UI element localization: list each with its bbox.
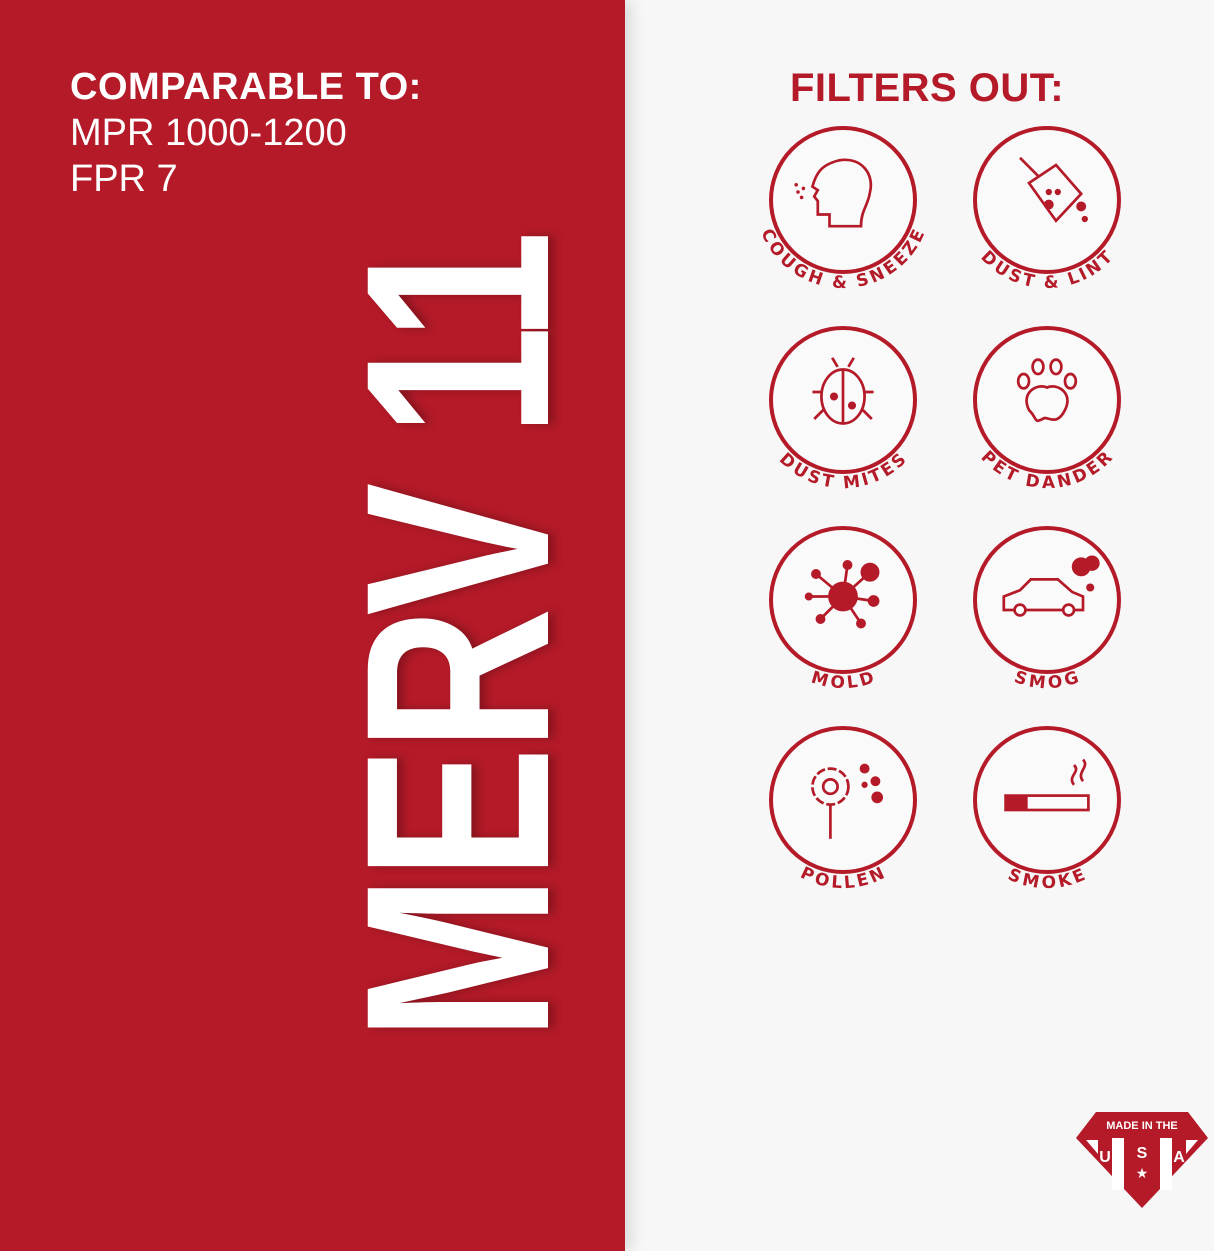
filter-item: MOLD [769,526,917,693]
mold-spore-icon [804,560,880,629]
bug-icon [812,357,874,425]
filter-item: DUST & LINT [973,126,1121,293]
filter-item: COUGH & SNEEZE [756,126,929,293]
filter-item: SMOKE [973,726,1121,893]
filter-item: SMOG [973,526,1121,693]
comparable-item: MPR 1000-1200 [70,112,347,154]
filter-item: PET DANDER [973,326,1121,493]
comparable-item: FPR 7 [70,158,178,200]
made-in-usa-badge: MADE IN THE U S A ★ [1076,1112,1208,1208]
filter-item-ring [973,326,1121,474]
comparable-block: COMPARABLE TO: MPR 1000-1200 FPR 7 [70,66,422,201]
filter-item-ring [973,726,1121,874]
badge-letter: S [1137,1145,1148,1162]
filter-item: POLLEN [769,726,917,893]
star-icon: ★ [1136,1165,1149,1181]
badge-letter: U [1099,1149,1111,1166]
paw-icon [1016,358,1078,423]
filter-item-ring [973,526,1121,674]
comparable-title: COMPARABLE TO: [70,66,422,108]
badge-text: MADE IN THE [1106,1120,1178,1132]
flower-icon [811,763,884,839]
filter-item-ring [769,126,917,274]
head-sneeze-icon [794,158,873,228]
car-exhaust-icon [1002,555,1100,617]
cigarette-icon [1004,758,1090,812]
filter-item: DUST MITES [769,326,917,493]
dustpan-icon [1019,156,1088,223]
badge-letter: A [1173,1149,1185,1166]
red-panel: COMPARABLE TO: MPR 1000-1200 FPR 7 MERV … [0,0,625,1251]
filters-out-title: FILTERS OUT: [790,66,1065,110]
